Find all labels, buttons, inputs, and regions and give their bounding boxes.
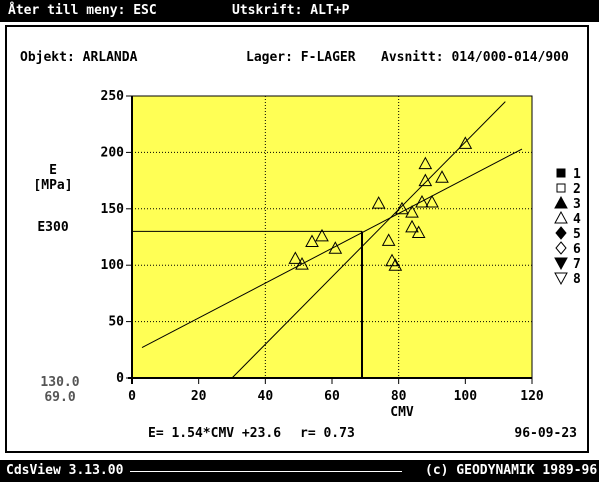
data-point: [395, 201, 409, 215]
copyright-label: (c) GEODYNAMIK 1989-96: [425, 463, 598, 478]
date-label: 96-09-23: [514, 426, 577, 441]
legend-symbol-hollow-square: [556, 183, 566, 193]
data-point: [415, 194, 429, 208]
data-point: [371, 196, 386, 209]
y-tick-label: 100: [101, 258, 125, 273]
print-hint[interactable]: Utskrift: ALT+P: [232, 3, 350, 18]
x-tick-label: 60: [324, 389, 340, 404]
object-label: Objekt: ARLANDA: [20, 50, 138, 65]
data-point: [418, 156, 433, 170]
section-label: Avsnitt: 014/000-014/900: [381, 50, 569, 65]
data-point: [418, 173, 433, 187]
chart-canvas: Objekt: ARLANDA Lager: F-LAGER Avsnitt: 01…: [20, 50, 581, 441]
legend-symbol-hollow-triangle: [554, 210, 568, 224]
legend-label: 1: [573, 167, 581, 182]
legend-label: 4: [573, 212, 581, 227]
x-readout-value: 69.0: [44, 390, 75, 405]
data-point: [405, 205, 419, 218]
legend-symbol-hollow-diamond: [555, 241, 567, 255]
version-label: CdsView 3.13.00: [6, 463, 124, 478]
legend-symbol-filled-square: [556, 168, 566, 178]
data-point: [315, 228, 329, 242]
y-tick-label: 150: [101, 202, 125, 217]
data-point: [288, 251, 303, 264]
x-tick-label: 40: [258, 389, 274, 404]
top-menu-bar: Åter till meny: ESC Utskrift: ALT+P: [0, 0, 599, 22]
escape-menu-hint[interactable]: Åter till meny: ESC: [8, 3, 157, 18]
y-tick-label: 250: [101, 89, 125, 104]
status-divider: [130, 471, 402, 472]
legend-symbol-hollow-down-triangle: [554, 272, 568, 286]
data-point: [411, 225, 426, 238]
legend-label: 6: [573, 242, 581, 257]
x-tick-label: 0: [128, 389, 136, 404]
legend-symbol-filled-diamond: [555, 226, 567, 240]
legend-label: 2: [573, 182, 581, 197]
y-marker-label: E300: [37, 220, 68, 235]
y-tick-label: 50: [108, 315, 124, 330]
correlation-value: r= 0.73: [300, 426, 355, 441]
x-tick-label: 80: [391, 389, 407, 404]
legend-symbol-filled-triangle: [554, 195, 568, 209]
legend-label: 3: [573, 197, 581, 212]
y-tick-label: 200: [101, 145, 125, 160]
legend-label: 8: [573, 272, 581, 287]
x-tick-label: 120: [520, 389, 544, 404]
data-point: [435, 170, 449, 183]
plot-area: [131, 95, 533, 379]
y-axis-label: E: [49, 163, 57, 178]
layer-label: Lager: F-LAGER: [246, 50, 356, 65]
data-point: [425, 194, 439, 208]
data-point: [458, 136, 473, 149]
y-axis-label: [MPa]: [33, 178, 72, 193]
legend-label: 7: [573, 257, 581, 272]
data-point: [295, 257, 309, 270]
y-tick-label: 0: [116, 371, 124, 386]
x-tick-label: 20: [191, 389, 207, 404]
data-point: [381, 233, 396, 246]
status-bar: CdsView 3.13.00 (c) GEODYNAMIK 1989-96: [0, 460, 599, 482]
data-point: [388, 258, 403, 271]
x-tick-label: 100: [454, 389, 478, 404]
legend-symbol-filled-down-triangle: [554, 257, 568, 271]
data-point: [305, 234, 319, 248]
y-readout-value: 130.0: [40, 375, 79, 390]
x-axis-label: CMV: [390, 405, 414, 420]
regression-equation: E= 1.54*CMV +23.6: [148, 426, 281, 441]
data-point: [328, 241, 343, 254]
data-point: [405, 219, 419, 233]
legend-label: 5: [573, 227, 581, 242]
